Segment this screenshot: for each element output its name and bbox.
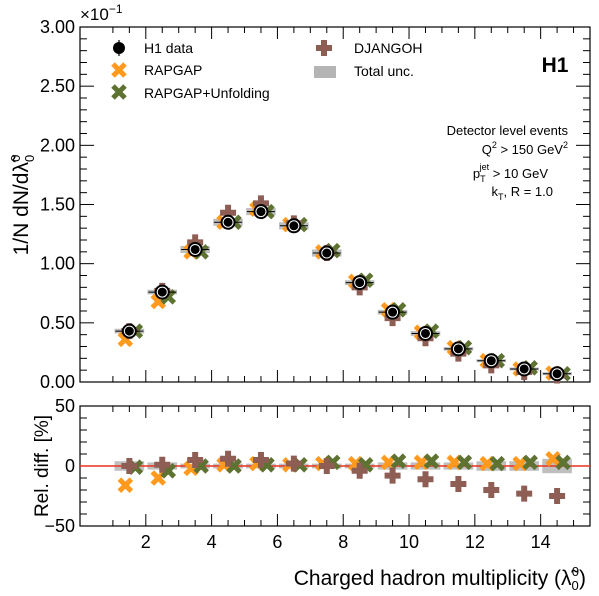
main-point-h1-data-ring	[551, 368, 563, 380]
x-tick-label: 2	[141, 532, 151, 552]
x-tick-label: 14	[531, 532, 551, 552]
main-point-h1-data-ring	[189, 243, 201, 255]
ratio-point-rapgap-unfolding	[456, 454, 473, 471]
ratio-point-djangoh	[417, 471, 434, 488]
ratio-point-djangoh	[154, 456, 171, 473]
legend-label-rapgap: RAPGAP	[144, 62, 202, 78]
x-tick-label: 10	[399, 532, 419, 552]
main-y-tick-label: 1.00	[40, 254, 75, 274]
ratio-point-rapgap-unfolding	[390, 453, 407, 469]
legend-h1-marker	[113, 42, 125, 54]
ratio-point-djangoh	[351, 462, 368, 479]
y-scale-factor: ×10−1	[80, 2, 123, 24]
x-tick-label: 6	[272, 532, 282, 552]
main-y-tick-label: 0.00	[40, 372, 75, 392]
legend-total-unc-swatch	[314, 66, 336, 78]
main-point-h1-data-ring	[485, 355, 497, 367]
ratio-point-rapgap-unfolding	[489, 455, 506, 472]
x-tick-label: 8	[338, 532, 348, 552]
ratio-point-djangoh	[121, 458, 138, 474]
legend-label-rapgap-unfolding: RAPGAP+Unfolding	[144, 85, 270, 101]
legend-item-h1-data: H1 data	[113, 40, 193, 56]
legend-rapgap-unfolding-marker	[111, 84, 127, 100]
ratio-point-djangoh	[285, 455, 302, 472]
experiment-label: H1	[542, 54, 569, 77]
ratio-point-djangoh	[549, 488, 566, 504]
ratio-y-tick-label: 50	[55, 396, 75, 416]
legend-item-rapgap: RAPGAP	[111, 62, 202, 78]
ratio-point-djangoh	[252, 452, 269, 468]
ratio-point-djangoh	[483, 482, 500, 498]
ratio-y-tick-label: −50	[44, 516, 75, 536]
annotation-line-3: pTjet > 10 GeV	[473, 162, 548, 184]
main-point-h1-data-ring	[452, 343, 464, 355]
main-series-markers	[115, 195, 572, 384]
main-point-h1-data-ring	[387, 306, 399, 318]
main-y-tick-label: 2.50	[40, 76, 75, 96]
legend-label-total-unc: Total unc.	[354, 63, 414, 79]
legend: H1 data RAPGAP RAPGAP+Unfolding DJANGOH …	[111, 40, 422, 101]
annotation-line-4: kT, R = 1.0	[492, 184, 554, 202]
ratio-point-djangoh	[450, 476, 467, 492]
ratio-point-djangoh	[187, 452, 204, 468]
main-point-h1-data-ring	[123, 325, 135, 337]
main-plot-frame	[79, 26, 591, 383]
main-y-tick-label: 3.00	[40, 17, 75, 37]
main-uncertainty-bands	[114, 208, 572, 376]
ratio-point-rapgap	[117, 477, 134, 493]
x-tick-label: 4	[207, 532, 217, 552]
main-y-axis: 0.00 0.50 1.00 1.50 2.00 2.50 3.00	[40, 17, 590, 392]
ratio-point-rapgap	[545, 451, 561, 467]
legend-item-rapgap-unfolding: RAPGAP+Unfolding	[111, 84, 270, 101]
main-point-h1-data-ring	[518, 363, 530, 375]
x-axis-title: Charged hadron multiplicity (λ̃00)	[294, 564, 586, 593]
ratio-point-djangoh	[220, 450, 237, 467]
annotation-line-1: Detector level events	[447, 123, 569, 138]
main-point-h1-data-ring	[321, 247, 333, 259]
main-point-h1-data-ring	[156, 286, 168, 298]
ratio-series-markers	[117, 450, 571, 504]
ratio-y-axis-title: Rel. diff. [%]	[32, 415, 53, 517]
ratio-point-djangoh	[516, 485, 533, 502]
ratio-point-rapgap-unfolding	[522, 454, 538, 471]
ratio-y-axis: 50 0 −50	[44, 396, 590, 536]
ratio-point-djangoh	[318, 458, 335, 474]
main-y-axis-title: 1/N dN/dλ̃00	[8, 154, 37, 255]
main-point-h1-data-ring	[288, 220, 300, 232]
legend-rapgap-marker	[111, 62, 127, 78]
legend-djangoh-marker	[316, 40, 332, 56]
main-point-h1-data-ring	[255, 206, 267, 218]
legend-label-djangoh: DJANGOH	[354, 40, 422, 56]
event-selection-annotation: Detector level events Q2 > 150 GeV2 pTje…	[447, 123, 569, 202]
x-tick-label: 12	[465, 532, 485, 552]
annotation-line-2: Q2 > 150 GeV2	[482, 140, 568, 157]
ratio-point-djangoh	[384, 467, 401, 484]
ratio-x-axis: 2 4 6 8 10 12 14	[112, 406, 575, 552]
ratio-y-tick-label: 0	[65, 456, 75, 476]
legend-item-djangoh: DJANGOH	[316, 40, 422, 56]
main-y-tick-label: 0.50	[40, 313, 75, 333]
main-point-h1-data-ring	[354, 277, 366, 289]
main-point-h1-data-ring	[419, 327, 431, 339]
main-point-h1-data-ring	[222, 216, 234, 228]
legend-item-total-unc: Total unc.	[314, 63, 414, 79]
ratio-point-rapgap-unfolding	[555, 454, 571, 471]
main-y-tick-label: 2.00	[40, 135, 75, 155]
legend-label-h1-data: H1 data	[144, 40, 193, 56]
ratio-point-rapgap-unfolding	[423, 453, 440, 469]
main-x-axis	[112, 27, 575, 382]
main-y-tick-label: 1.50	[40, 195, 75, 215]
